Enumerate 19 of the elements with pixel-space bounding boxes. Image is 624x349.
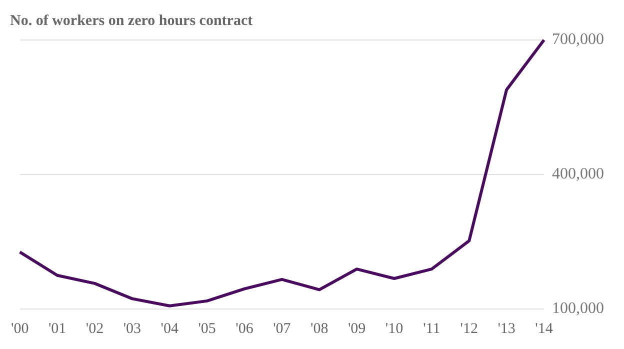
chart-title: No. of workers on zero hours contract — [10, 12, 253, 29]
x-tick-label: '04 — [160, 320, 179, 337]
y-tick-label: 700,000 — [552, 31, 604, 48]
x-tick-label: '05 — [198, 320, 216, 337]
x-tick-label: '14 — [535, 320, 554, 337]
x-tick-label: '00 — [11, 320, 29, 337]
x-tick-label: '03 — [123, 320, 142, 337]
x-tick-label: '10 — [385, 320, 404, 337]
x-tick-label: '08 — [310, 320, 328, 337]
y-tick-label: 400,000 — [552, 166, 604, 183]
x-tick-label: '13 — [498, 320, 516, 337]
y-tick-label: 100,000 — [552, 300, 604, 318]
x-tick-label: '02 — [86, 320, 104, 337]
x-tick-label: '12 — [460, 320, 478, 337]
x-tick-label: '11 — [423, 320, 440, 337]
x-tick-label: '01 — [48, 320, 66, 337]
x-tick-label: '06 — [236, 320, 254, 337]
x-tick-label: '09 — [348, 320, 366, 337]
x-tick-label: '07 — [273, 320, 292, 337]
